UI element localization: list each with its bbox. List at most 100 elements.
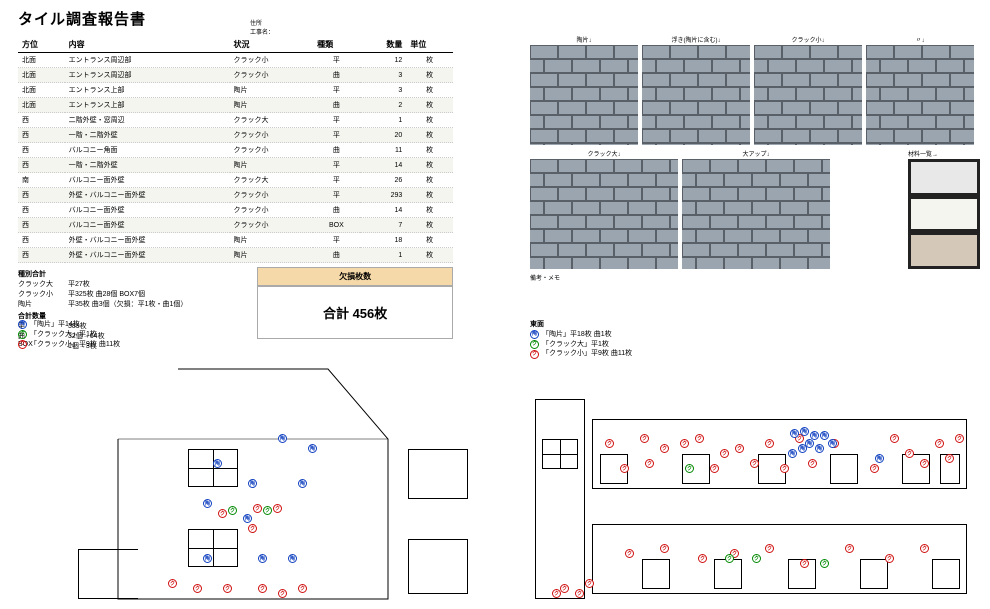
table-cell: 曲 [313,98,360,113]
table-cell: 平 [313,158,360,173]
report-sub: 住所 工事名： [250,18,274,36]
table-cell: 陶片 [230,248,314,263]
table-cell: 1 [360,248,407,263]
table-cell: 曲 [313,248,360,263]
table-cell: 14 [360,203,407,218]
loss-header: 欠損枚数 [257,267,453,286]
table-cell: 枚 [406,98,453,113]
table-cell: 西 [18,248,65,263]
table-cell: 14 [360,158,407,173]
photo-tile: クラック大↓ [530,149,678,269]
report-title: タイル調査報告書 [18,8,453,29]
type-total-header: 種別合計 [18,269,257,279]
table-cell: 18 [360,233,407,248]
photo-memo: 備考・メモ [530,273,980,282]
marker-icon: ク [530,340,539,349]
table-cell: 外壁・バルコニー面外壁 [65,233,230,248]
table-cell: 枚 [406,83,453,98]
table-row: 南バルコニー面外壁クラック大平26枚 [18,173,453,188]
table-cell: 平 [313,83,360,98]
table-cell: 枚 [406,143,453,158]
photo-tile: 材料一覧→ [908,149,980,269]
elevation-rect [542,439,578,469]
col-header: 内容 [65,37,230,53]
marker-icon: 陶 [18,320,27,329]
table-cell: クラック小 [230,53,314,68]
table-cell: エントランス上部 [65,98,230,113]
table-cell: 一階・二階外壁 [65,158,230,173]
table-cell: クラック小 [230,188,314,203]
table-cell: 枚 [406,113,453,128]
table-row: 西外壁・バルコニー面外壁陶片平18枚 [18,233,453,248]
table-cell: 平 [313,53,360,68]
table-row: 西バルコニー面外壁クラック小曲14枚 [18,203,453,218]
table-cell: 枚 [406,68,453,83]
table-row: 北面エントランス上部陶片平3枚 [18,83,453,98]
table-row: 西外壁・バルコニー面外壁クラック小平293枚 [18,188,453,203]
table-cell: エントランス周辺部 [65,53,230,68]
table-cell: 曲 [313,68,360,83]
table-cell: 枚 [406,248,453,263]
photo-tile: 浮き(陶片に含む)↓ [642,35,750,145]
window-rect [408,539,468,594]
table-cell: 枚 [406,128,453,143]
table-cell: 西 [18,188,65,203]
table-cell: 平 [313,173,360,188]
summary-row: 陶片平35枚 曲3個（欠損：平1枚・曲1個） [18,299,257,309]
table-cell: 一階・二階外壁 [65,128,230,143]
photo-tile: 〃↓ [866,35,974,145]
table-cell: 2 [360,98,407,113]
elevation-rect [860,559,888,589]
table-cell: 西 [18,233,65,248]
photo-grid: 陶片↓浮き(陶片に含む)↓クラック小↓〃↓ クラック大↓大アップ↓材料一覧→ 備… [530,35,980,282]
legend-item: ク「クラック大」平1枚 [18,330,488,340]
table-cell: 西 [18,143,65,158]
diagram-right: 東面陶「陶片」平18枚 曲1枚ク「クラック大」平1枚ク「クラック小」平9枚 曲1… [530,320,975,590]
table-cell: 293 [360,188,407,203]
table-cell: 平 [313,188,360,203]
table-cell: 二階外壁・窓周辺 [65,113,230,128]
table-cell: クラック大 [230,173,314,188]
table-cell: 北面 [18,98,65,113]
table-cell: 北面 [18,53,65,68]
table-cell: 平 [313,113,360,128]
table-cell: 枚 [406,173,453,188]
legend-item: ク「クラック小」平9枚 曲11枚 [18,340,488,350]
table-row: 西外壁・バルコニー面外壁陶片曲1枚 [18,248,453,263]
elevation-rect [932,559,960,589]
table-row: 西二階外壁・窓周辺クラック大平1枚 [18,113,453,128]
legend-item: 陶「陶片」平14枚 [18,320,488,330]
table-cell: 平 [313,233,360,248]
col-header: 方位 [18,37,65,53]
legend-item: ク「クラック小」平9枚 曲11枚 [530,349,975,359]
table-cell: 20 [360,128,407,143]
table-cell: 陶片 [230,83,314,98]
table-cell: バルコニー面外壁 [65,203,230,218]
table-row: 北面エントランス周辺部クラック小曲3枚 [18,68,453,83]
table-cell: 西 [18,203,65,218]
report-section: タイル調査報告書 住所 工事名： 方位内容状況種類数量単位 北面エントランス周辺… [18,8,453,351]
table-cell: クラック小 [230,128,314,143]
table-cell: 枚 [406,218,453,233]
table-cell: エントランス上部 [65,83,230,98]
table-cell: 枚 [406,158,453,173]
project-label: 工事名： [250,27,274,36]
table-cell: 1 [360,113,407,128]
table-cell: クラック小 [230,143,314,158]
table-cell: 曲 [313,203,360,218]
table-cell: クラック大 [230,113,314,128]
table-cell: 枚 [406,188,453,203]
table-cell: 外壁・バルコニー面外壁 [65,248,230,263]
table-cell: 平 [313,128,360,143]
table-cell: BOX [313,218,360,233]
porch [78,549,138,599]
elevation-rect [830,454,858,484]
window-rect [188,529,238,567]
table-cell: 北面 [18,83,65,98]
house-diagram: 陶陶陶陶陶陶陶陶陶陶クククククククククククク [18,349,488,599]
table-cell: 枚 [406,233,453,248]
table-cell: 北面 [18,68,65,83]
marker-icon: ク [18,330,27,339]
elevation-diagram: クククククククククククククククククククククククククククククククククククク陶陶陶陶… [530,359,975,609]
table-cell: 3 [360,83,407,98]
